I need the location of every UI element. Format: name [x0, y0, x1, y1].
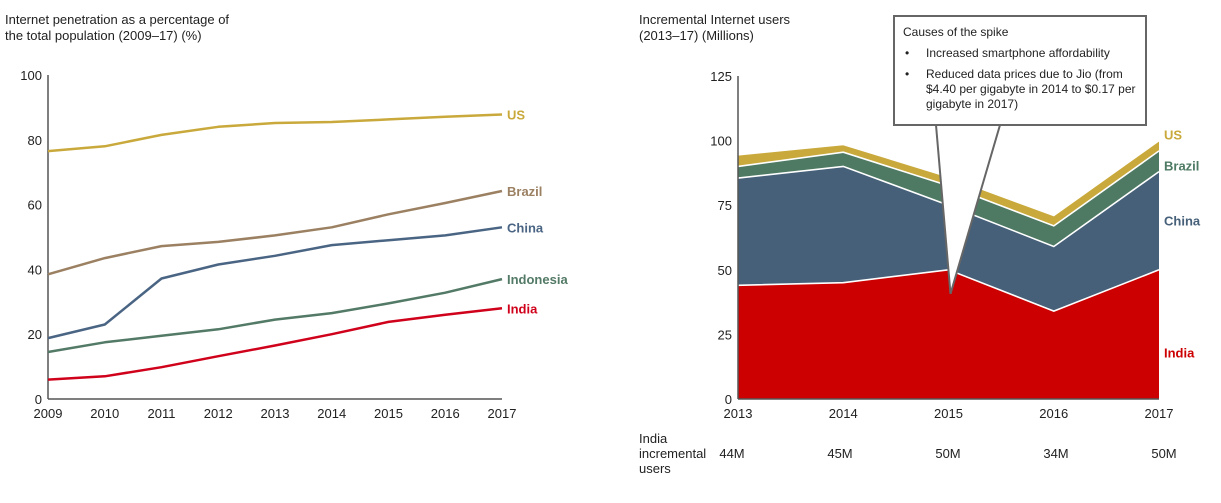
callout-pointer-outline: [935, 124, 1001, 295]
callout-bullet-text: Increased smartphone affordability: [926, 46, 1110, 60]
x-tick-label: 2010: [90, 406, 119, 421]
x-tick-label: 2016: [431, 406, 460, 421]
series-line-india: [47, 307, 503, 381]
series-label-us: US: [1164, 128, 1182, 143]
y-tick-label: 75: [718, 198, 732, 213]
y-tick-label: 50: [718, 263, 732, 278]
series-line-indonesia: [47, 277, 503, 354]
series-label-brazil: Brazil: [1164, 158, 1199, 173]
india-users-value: 50M: [935, 446, 961, 461]
x-tick-label: 2015: [934, 406, 963, 421]
series-label-india: India: [507, 301, 538, 316]
y-tick-label: 100: [710, 134, 732, 149]
india-users-value: 44M: [719, 446, 745, 461]
y-tick-label: 80: [28, 133, 42, 148]
y-tick-label: 125: [710, 69, 732, 84]
series-label-china: China: [1164, 214, 1201, 229]
bullet-icon: •: [905, 67, 910, 81]
x-tick-label: 2017: [488, 406, 517, 421]
callout-pointer: [936, 125, 1000, 294]
india-users-value: 50M: [1151, 446, 1177, 461]
x-tick-label: 2017: [1145, 406, 1174, 421]
x-tick-label: 2015: [374, 406, 403, 421]
y-tick-label: 20: [28, 327, 42, 342]
x-tick-label: 2009: [34, 406, 63, 421]
x-tick-label: 2016: [1039, 406, 1068, 421]
x-tick-label: 2013: [724, 406, 753, 421]
y-tick-label: 60: [28, 198, 42, 213]
callout-bullet: • Increased smartphone affordability: [903, 46, 1137, 61]
india-users-value: 45M: [827, 446, 853, 461]
bullet-icon: •: [905, 46, 910, 60]
x-tick-label: 2011: [148, 406, 176, 421]
y-tick-label: 0: [725, 392, 732, 407]
x-tick-label: 2013: [261, 406, 290, 421]
india-users-row-label: India incremental users: [639, 431, 707, 476]
series-label-us: US: [507, 108, 525, 123]
series-line-china: [47, 226, 503, 340]
series-line-us: [47, 113, 503, 153]
callout-bullet: • Reduced data prices due to Jio (from $…: [903, 67, 1137, 112]
series-line-brazil: [47, 189, 503, 276]
y-tick-label: 0: [35, 392, 42, 407]
series-label-india: India: [1164, 345, 1195, 360]
series-label-indonesia: Indonesia: [507, 272, 568, 287]
india-users-value: 34M: [1043, 446, 1069, 461]
x-tick-label: 2014: [317, 406, 346, 421]
y-tick-label: 25: [718, 327, 732, 342]
x-tick-label: 2014: [829, 406, 858, 421]
callout-bullet-text: Reduced data prices due to Jio (from $4.…: [926, 67, 1136, 111]
spike-callout: Causes of the spike • Increased smartpho…: [893, 15, 1147, 126]
series-label-brazil: Brazil: [507, 184, 542, 199]
x-tick-label: 2012: [204, 406, 233, 421]
y-tick-label: 100: [20, 68, 42, 83]
right-chart-title: Incremental Internet users (2013–17) (Mi…: [639, 12, 791, 43]
left-chart-title: Internet penetration as a percentage of …: [5, 12, 230, 43]
area-india: [738, 269, 1159, 399]
y-tick-label: 40: [28, 262, 42, 277]
callout-heading: Causes of the spike: [903, 25, 1009, 39]
series-label-china: China: [507, 220, 544, 235]
